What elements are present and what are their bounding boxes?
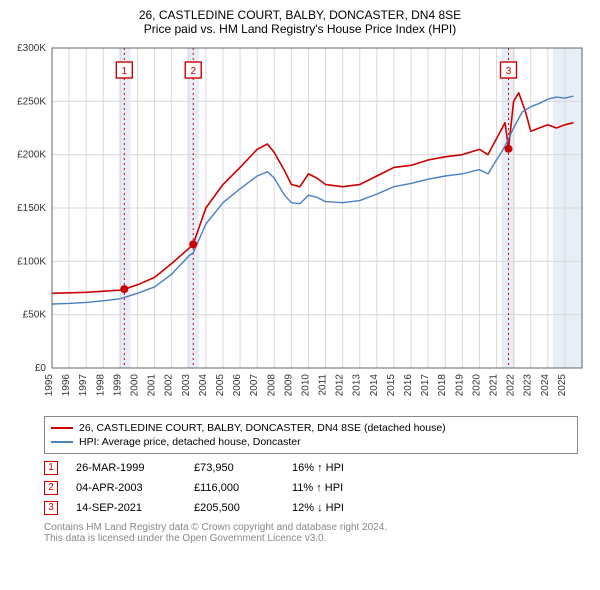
y-tick-label: £100K	[17, 256, 46, 267]
x-tick-label: 2005	[215, 374, 226, 397]
x-tick-label: 1999	[112, 374, 123, 397]
legend-row: HPI: Average price, detached house, Donc…	[51, 435, 571, 449]
y-tick-label: £150K	[17, 203, 46, 214]
sale-marker-dot	[189, 240, 197, 248]
x-tick-label: 2000	[129, 374, 140, 397]
sale-marker-dot	[120, 285, 128, 293]
sales-date: 04-APR-2003	[76, 482, 176, 494]
x-tick-label: 2021	[489, 374, 500, 397]
legend-swatch	[51, 441, 73, 443]
sales-marker-box: 2	[44, 481, 58, 495]
legend-box: 26, CASTLEDINE COURT, BALBY, DONCASTER, …	[44, 416, 578, 454]
sales-date: 14-SEP-2021	[76, 502, 176, 514]
x-tick-label: 1997	[78, 374, 89, 397]
sales-price: £205,500	[194, 502, 274, 514]
footer-line2: This data is licensed under the Open Gov…	[44, 533, 578, 544]
x-tick-label: 2011	[318, 374, 329, 396]
sales-row: 1 26-MAR-1999 £73,950 16% ↑ HPI	[44, 458, 578, 478]
title-address: 26, CASTLEDINE COURT, BALBY, DONCASTER, …	[8, 8, 592, 22]
x-tick-label: 1995	[44, 374, 55, 397]
footer-attribution: Contains HM Land Registry data © Crown c…	[44, 522, 578, 544]
sales-diff: 11% ↑ HPI	[292, 482, 382, 494]
x-tick-label: 2016	[403, 374, 414, 397]
sales-row: 2 04-APR-2003 £116,000 11% ↑ HPI	[44, 478, 578, 498]
sales-price: £73,950	[194, 462, 274, 474]
x-tick-label: 2014	[369, 374, 380, 397]
x-tick-label: 2004	[198, 374, 209, 397]
x-tick-label: 2002	[164, 374, 175, 397]
sales-marker-box: 3	[44, 501, 58, 515]
sales-date: 26-MAR-1999	[76, 462, 176, 474]
x-tick-label: 2023	[523, 374, 534, 397]
sale-marker-number: 1	[122, 66, 128, 77]
sale-marker-number: 2	[190, 66, 196, 77]
x-tick-label: 2018	[437, 374, 448, 397]
x-tick-label: 2003	[181, 374, 192, 397]
x-tick-label: 2012	[335, 374, 346, 397]
x-tick-label: 2001	[147, 374, 158, 397]
footer-line1: Contains HM Land Registry data © Crown c…	[44, 522, 578, 533]
legend-label: HPI: Average price, detached house, Donc…	[79, 436, 301, 448]
x-tick-label: 2020	[471, 374, 482, 397]
x-tick-label: 2009	[283, 374, 294, 397]
x-tick-label: 2006	[232, 374, 243, 397]
x-tick-label: 1996	[61, 374, 72, 397]
title-subtitle: Price paid vs. HM Land Registry's House …	[8, 22, 592, 36]
x-tick-label: 2022	[506, 374, 517, 397]
x-tick-label: 2017	[420, 374, 431, 397]
x-tick-label: 2024	[540, 374, 551, 397]
x-tick-label: 2025	[557, 374, 568, 397]
sales-marker-box: 1	[44, 461, 58, 475]
legend-swatch	[51, 427, 73, 429]
x-tick-label: 2007	[249, 374, 260, 397]
legend-label: 26, CASTLEDINE COURT, BALBY, DONCASTER, …	[79, 422, 446, 434]
sales-diff: 16% ↑ HPI	[292, 462, 382, 474]
x-tick-label: 1998	[95, 374, 106, 397]
x-tick-label: 2008	[266, 374, 277, 397]
x-tick-label: 2015	[386, 374, 397, 397]
legend-row: 26, CASTLEDINE COURT, BALBY, DONCASTER, …	[51, 421, 571, 435]
y-tick-label: £200K	[17, 150, 46, 161]
sale-marker-number: 3	[506, 66, 512, 77]
sales-diff: 12% ↓ HPI	[292, 502, 382, 514]
chart-area: £0 £50K £100K £150K £200K £250K £300K 1995 1996 1…	[8, 40, 592, 410]
x-tick-label: 2013	[352, 374, 363, 397]
sale-marker-dot	[504, 145, 512, 153]
chart-header: 26, CASTLEDINE COURT, BALBY, DONCASTER, …	[8, 8, 592, 36]
y-tick-label: £0	[35, 363, 47, 374]
sales-row: 3 14-SEP-2021 £205,500 12% ↓ HPI	[44, 498, 578, 518]
y-tick-label: £250K	[17, 96, 46, 107]
line-chart-svg: £0 £50K £100K £150K £200K £250K £300K 1995 1996 1…	[8, 40, 592, 410]
x-tick-label: 2010	[300, 374, 311, 397]
y-tick-label: £50K	[23, 310, 47, 321]
sales-price: £116,000	[194, 482, 274, 494]
sales-table: 1 26-MAR-1999 £73,950 16% ↑ HPI 2 04-APR-2003…	[44, 458, 578, 518]
x-tick-label: 2019	[454, 374, 465, 397]
y-tick-label: £300K	[17, 43, 46, 54]
